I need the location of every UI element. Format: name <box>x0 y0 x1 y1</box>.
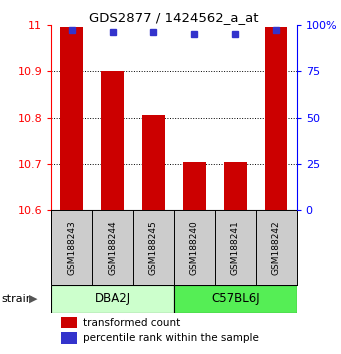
Text: GSM188244: GSM188244 <box>108 220 117 275</box>
Text: GSM188240: GSM188240 <box>190 220 199 275</box>
Bar <box>61 316 77 329</box>
Bar <box>265 27 287 210</box>
Title: GDS2877 / 1424562_a_at: GDS2877 / 1424562_a_at <box>89 11 259 24</box>
Bar <box>61 332 77 344</box>
Text: ▶: ▶ <box>29 294 38 304</box>
Text: GSM188241: GSM188241 <box>231 220 240 275</box>
Text: GSM188243: GSM188243 <box>67 220 76 275</box>
Text: percentile rank within the sample: percentile rank within the sample <box>83 333 259 343</box>
Text: GSM188245: GSM188245 <box>149 220 158 275</box>
Bar <box>224 162 247 210</box>
Bar <box>183 162 206 210</box>
Bar <box>101 71 124 210</box>
Text: GSM188242: GSM188242 <box>272 220 281 275</box>
Bar <box>174 285 297 313</box>
Bar <box>142 115 165 210</box>
Text: transformed count: transformed count <box>83 318 180 328</box>
Bar <box>60 27 83 210</box>
Text: DBA2J: DBA2J <box>94 292 131 306</box>
Text: C57BL6J: C57BL6J <box>211 292 260 306</box>
Text: strain: strain <box>2 294 33 304</box>
Bar <box>51 285 174 313</box>
